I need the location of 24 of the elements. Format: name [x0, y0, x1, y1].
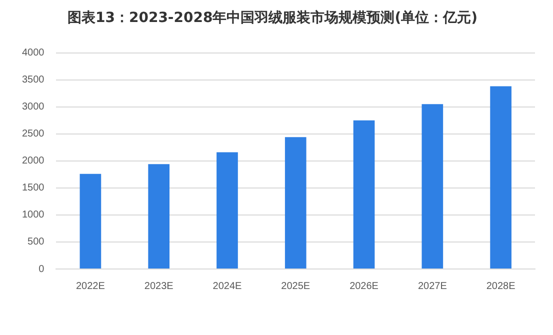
y-tick-label: 500 [28, 236, 45, 248]
y-tick-label: 1000 [22, 210, 45, 221]
bar [284, 137, 306, 268]
bar [422, 104, 444, 268]
y-tick-label: 0 [38, 264, 45, 275]
x-tick-label: 2027E [418, 280, 448, 292]
bar [490, 86, 512, 268]
y-tick-label: 3000 [22, 102, 45, 113]
y-tick-label: 3500 [22, 74, 45, 86]
x-tick-label: 2022E [76, 280, 106, 292]
x-tick-label: 2026E [350, 280, 379, 292]
x-tick-label: 2028E [486, 280, 516, 292]
bar [148, 164, 170, 268]
chart-title: 图表13：2023-2028年中国羽绒服装市场规模预测(单位：亿元) [67, 9, 478, 26]
x-tick-label: 2023E [144, 280, 174, 292]
bar [353, 120, 375, 268]
bar [216, 152, 238, 268]
y-tick-label: 2000 [22, 156, 45, 167]
y-tick-label: 4000 [22, 48, 45, 59]
y-tick-label: 1500 [22, 182, 45, 194]
x-tick-label: 2025E [281, 280, 310, 292]
bar [80, 174, 102, 268]
y-tick-label: 2500 [22, 128, 45, 140]
x-tick-label: 2024E [212, 280, 242, 292]
